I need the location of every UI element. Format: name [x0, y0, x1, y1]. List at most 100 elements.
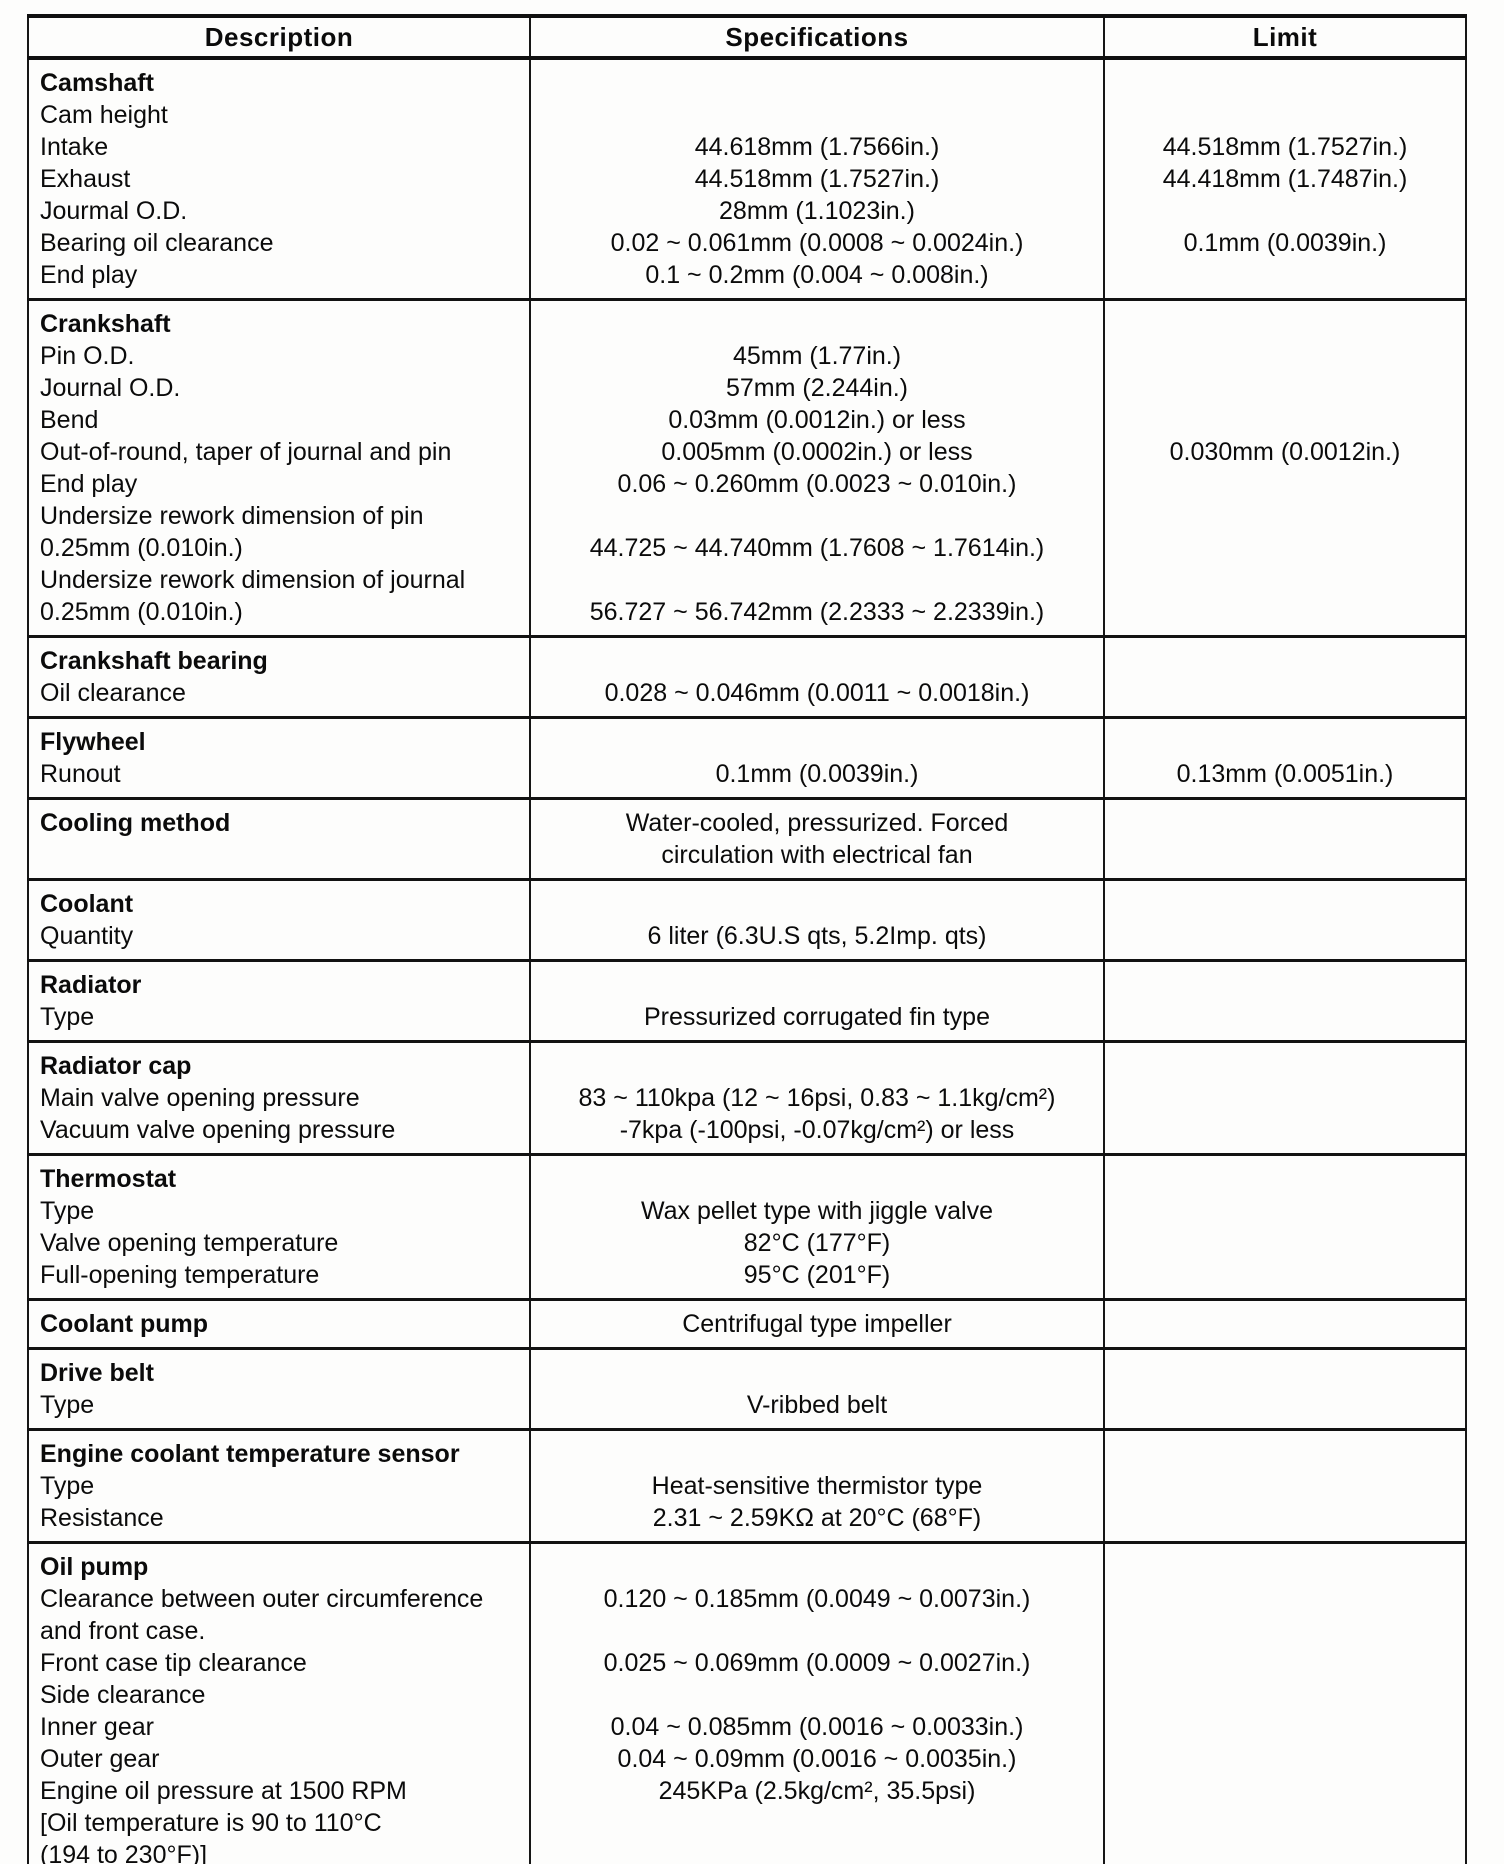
limit-line: [1105, 1357, 1465, 1389]
spec-line: circulation with electrical fan: [661, 841, 973, 869]
spec-line: 0.04 ~ 0.09mm (0.0016 ~ 0.0035in.): [617, 1745, 1017, 1773]
limit-line: [1105, 1438, 1465, 1470]
limit-line: [1105, 1711, 1465, 1743]
limit-line: 44.518mm (1.7527in.): [1162, 133, 1408, 161]
desc-line: Pin O.D.: [40, 342, 135, 370]
limit-line: [1105, 645, 1465, 677]
table-row-radiator: Radiator Type Pressurized corrugated fin …: [27, 959, 1467, 1043]
header-row: Description Specifications Limit: [27, 14, 1467, 60]
desc-line: Flywheel: [40, 728, 146, 756]
limit-cell: [1103, 878, 1467, 962]
spec-line: [531, 1438, 1103, 1470]
table-row-thermostat: Thermostat Type Valve opening temperature F…: [27, 1153, 1467, 1301]
spec-line: 44.725 ~ 44.740mm (1.7608 ~ 1.7614in.): [589, 534, 1045, 562]
limit-line: [1105, 1583, 1465, 1615]
spec-line: Wax pellet type with jiggle valve: [640, 1197, 993, 1225]
desc-cell: Radiator Type: [27, 959, 531, 1043]
limit-cell: 0.13mm (0.0051in.): [1103, 716, 1467, 800]
spec-line: 44.518mm (1.7527in.): [694, 165, 940, 193]
limit-line: [1105, 807, 1465, 839]
desc-cell: Camshaft Cam height Intake Exhaust Jourmal O…: [27, 56, 531, 301]
spec-line: [531, 969, 1103, 1001]
spec-line: [531, 67, 1103, 99]
desc-line: Camshaft: [40, 69, 154, 97]
table-row-crankshaft-bearing: Crankshaft bearing Oil clearance 0.028 ~ …: [27, 635, 1467, 719]
col-header-limit: Limit: [1103, 14, 1467, 60]
limit-line: [1105, 468, 1465, 500]
spec-line: Pressurized corrugated fin type: [643, 1003, 990, 1031]
desc-line: Crankshaft bearing: [40, 647, 268, 675]
limit-line: [1105, 195, 1465, 227]
limit-cell: [1103, 635, 1467, 719]
spec-line: 0.028 ~ 0.046mm (0.0011 ~ 0.0018in.): [604, 679, 1030, 707]
desc-cell: Crankshaft Pin O.D. Journal O.D. Bend Out-of…: [27, 298, 531, 638]
spec-cell: 0.1mm (0.0039in.): [529, 716, 1105, 800]
spec-line: 0.04 ~ 0.085mm (0.0016 ~ 0.0033in.): [610, 1713, 1024, 1741]
desc-line: 0.25mm (0.010in.): [40, 598, 243, 626]
limit-line: [1105, 920, 1465, 952]
spec-cell: Water-cooled, pressurized. Forced circula…: [529, 797, 1105, 881]
table-row-coolant-pump: Coolant pump Centrifugal type impeller: [27, 1298, 1467, 1350]
desc-line: End play: [40, 470, 138, 498]
spec-line: [531, 1839, 1103, 1864]
spec-table-body: Camshaft Cam height Intake Exhaust Jourmal O…: [27, 56, 1467, 1864]
spec-cell: 83 ~ 110kpa (12 ~ 16psi, 0.83 ~ 1.1kg/cm…: [529, 1040, 1105, 1156]
desc-line: Inner gear: [40, 1713, 154, 1741]
limit-line: [1105, 1470, 1465, 1502]
desc-line: Side clearance: [40, 1681, 206, 1709]
limit-line: [1105, 1807, 1465, 1839]
spec-line: 95°C (201°F): [743, 1261, 891, 1289]
desc-line: Undersize rework dimension of pin: [40, 502, 424, 530]
desc-line: Coolant pump: [40, 1310, 209, 1338]
limit-line: 0.1mm (0.0039in.): [1183, 229, 1387, 257]
desc-cell: Engine coolant temperature sensor Type Res…: [27, 1428, 531, 1544]
spec-line: 0.03mm (0.0012in.) or less: [668, 406, 966, 434]
spec-line: 0.06 ~ 0.260mm (0.0023 ~ 0.010in.): [617, 470, 1017, 498]
desc-line: Jourmal O.D.: [40, 197, 188, 225]
desc-line: Cooling method: [40, 809, 231, 837]
spec-line: Heat-sensitive thermistor type: [651, 1472, 983, 1500]
desc-cell: Thermostat Type Valve opening temperature F…: [27, 1153, 531, 1301]
desc-line: Bend: [40, 406, 99, 434]
desc-line: Oil clearance: [40, 679, 186, 707]
limit-line: [1105, 1839, 1465, 1864]
table-row-coolant: Coolant Quantity 6 liter (6.3U.S qts, 5.2…: [27, 878, 1467, 962]
spec-line: 0.120 ~ 0.185mm (0.0049 ~ 0.0073in.): [603, 1585, 1031, 1613]
desc-line: [29, 839, 529, 871]
spec-line: 245KPa (2.5kg/cm², 35.5psi): [658, 1777, 976, 1805]
spec-line: V-ribbed belt: [746, 1391, 888, 1419]
spec-line: [531, 564, 1103, 596]
spec-line: [531, 1050, 1103, 1082]
spec-cell: Wax pellet type with jiggle valve 82°C (1…: [529, 1153, 1105, 1301]
spec-cell: 0.120 ~ 0.185mm (0.0049 ~ 0.0073in.) 0.0…: [529, 1541, 1105, 1864]
limit-line: [1105, 1743, 1465, 1775]
limit-line: [1105, 340, 1465, 372]
desc-line: Type: [40, 1391, 95, 1419]
limit-line: [1105, 532, 1465, 564]
limit-line: [1105, 372, 1465, 404]
limit-line: [1105, 969, 1465, 1001]
desc-line: (194 to 230°F)]: [40, 1841, 208, 1864]
table-row-cooling-method: Cooling method Water-cooled, pressurized…: [27, 797, 1467, 881]
desc-line: Intake: [40, 133, 109, 161]
limit-line: [1105, 500, 1465, 532]
spec-line: 28mm (1.1023in.): [719, 197, 915, 225]
spec-line: [531, 1551, 1103, 1583]
spec-line: 2.31 ~ 2.59KΩ at 20°C (68°F): [652, 1504, 982, 1532]
limit-line: [1105, 1615, 1465, 1647]
limit-line: [1105, 1502, 1465, 1534]
spec-line: Centrifugal type impeller: [682, 1310, 952, 1338]
desc-line: Thermostat: [40, 1165, 177, 1193]
desc-line: Undersize rework dimension of journal: [40, 566, 466, 594]
limit-line: 44.418mm (1.7487in.): [1162, 165, 1408, 193]
spec-line: [531, 1679, 1103, 1711]
spec-cell: 6 liter (6.3U.S qts, 5.2Imp. qts): [529, 878, 1105, 962]
spec-line: [531, 1807, 1103, 1839]
limit-line: [1105, 1259, 1465, 1291]
desc-line: Outer gear: [40, 1745, 160, 1773]
limit-line: [1105, 1679, 1465, 1711]
spec-line: [531, 308, 1103, 340]
spec-line: [531, 1163, 1103, 1195]
desc-line: and front case.: [40, 1617, 206, 1645]
